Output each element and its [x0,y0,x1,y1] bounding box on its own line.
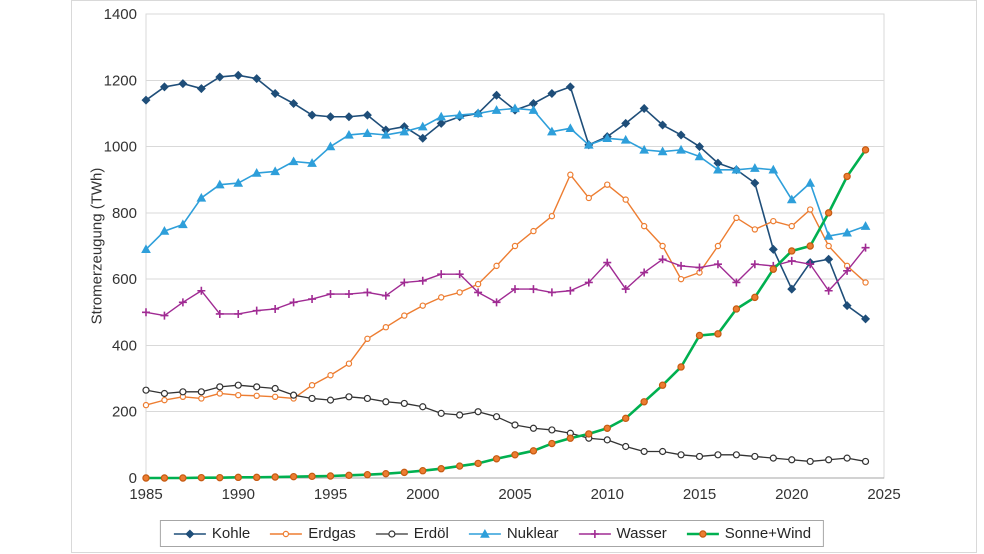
legend-label: Nuklear [506,525,559,542]
legend-item-kohle: Kohle [173,525,250,542]
legend-marker-erdoel [375,529,408,538]
legend-label: Sonne+Wind [724,525,812,542]
y-tick-label: 800 [112,205,137,222]
legend-item-sonne-wind: Sonne+Wind [686,525,811,542]
series-sonne-wind [142,146,870,482]
legend-item-wasser: Wasser [578,525,667,542]
x-tick-label: 2025 [867,486,900,503]
x-tick-label: 2020 [775,486,808,503]
x-tick-label: 2015 [683,486,716,503]
legend-marker-wasser [578,529,611,538]
legend-item-erdgas: Erdgas [269,525,356,542]
series-nuklear [141,103,871,254]
y-tick-label: 600 [112,271,137,288]
y-axis-title: Stromerzeugung (TWh) [88,167,106,325]
legend: Kohle Erdgas Erdöl Nuklear Wasser Sonne+Wind [159,520,825,547]
y-tick-label: 1000 [104,139,137,156]
y-tick-label: 1200 [104,72,137,89]
x-tick-label: 1990 [222,486,255,503]
series-wasser [142,243,870,320]
legend-label: Wasser [616,525,667,542]
series-kohle [141,70,871,324]
x-axis-tick-labels: 1985 1990 1995 2000 2005 2010 2015 2020 2025 [129,486,900,503]
legend-marker-erdgas [270,530,303,537]
x-tick-label: 2000 [406,486,439,503]
series-erdgas [142,171,869,409]
y-tick-label: 0 [129,470,137,487]
x-tick-label: 2005 [498,486,531,503]
x-tick-label: 2010 [591,486,624,503]
y-tick-label: 400 [112,337,137,354]
legend-label: Kohle [211,525,251,542]
y-tick-label: 1400 [104,6,137,23]
legend-item-erdoel: Erdöl [375,525,449,542]
series-erdoel [142,381,870,466]
y-tick-label: 200 [112,404,137,421]
legend-marker-sonne-wind [686,529,719,538]
x-tick-label: 1995 [314,486,347,503]
legend-label: Erdöl [413,525,449,542]
legend-item-nuklear: Nuklear [468,525,559,542]
y-axis-tick-labels: 0 200 400 600 800 1000 1200 1400 [104,6,137,487]
x-tick-label: 1985 [129,486,162,503]
legend-marker-nuklear [468,528,501,538]
legend-label: Erdgas [308,525,356,542]
legend-marker-kohle [173,528,206,539]
